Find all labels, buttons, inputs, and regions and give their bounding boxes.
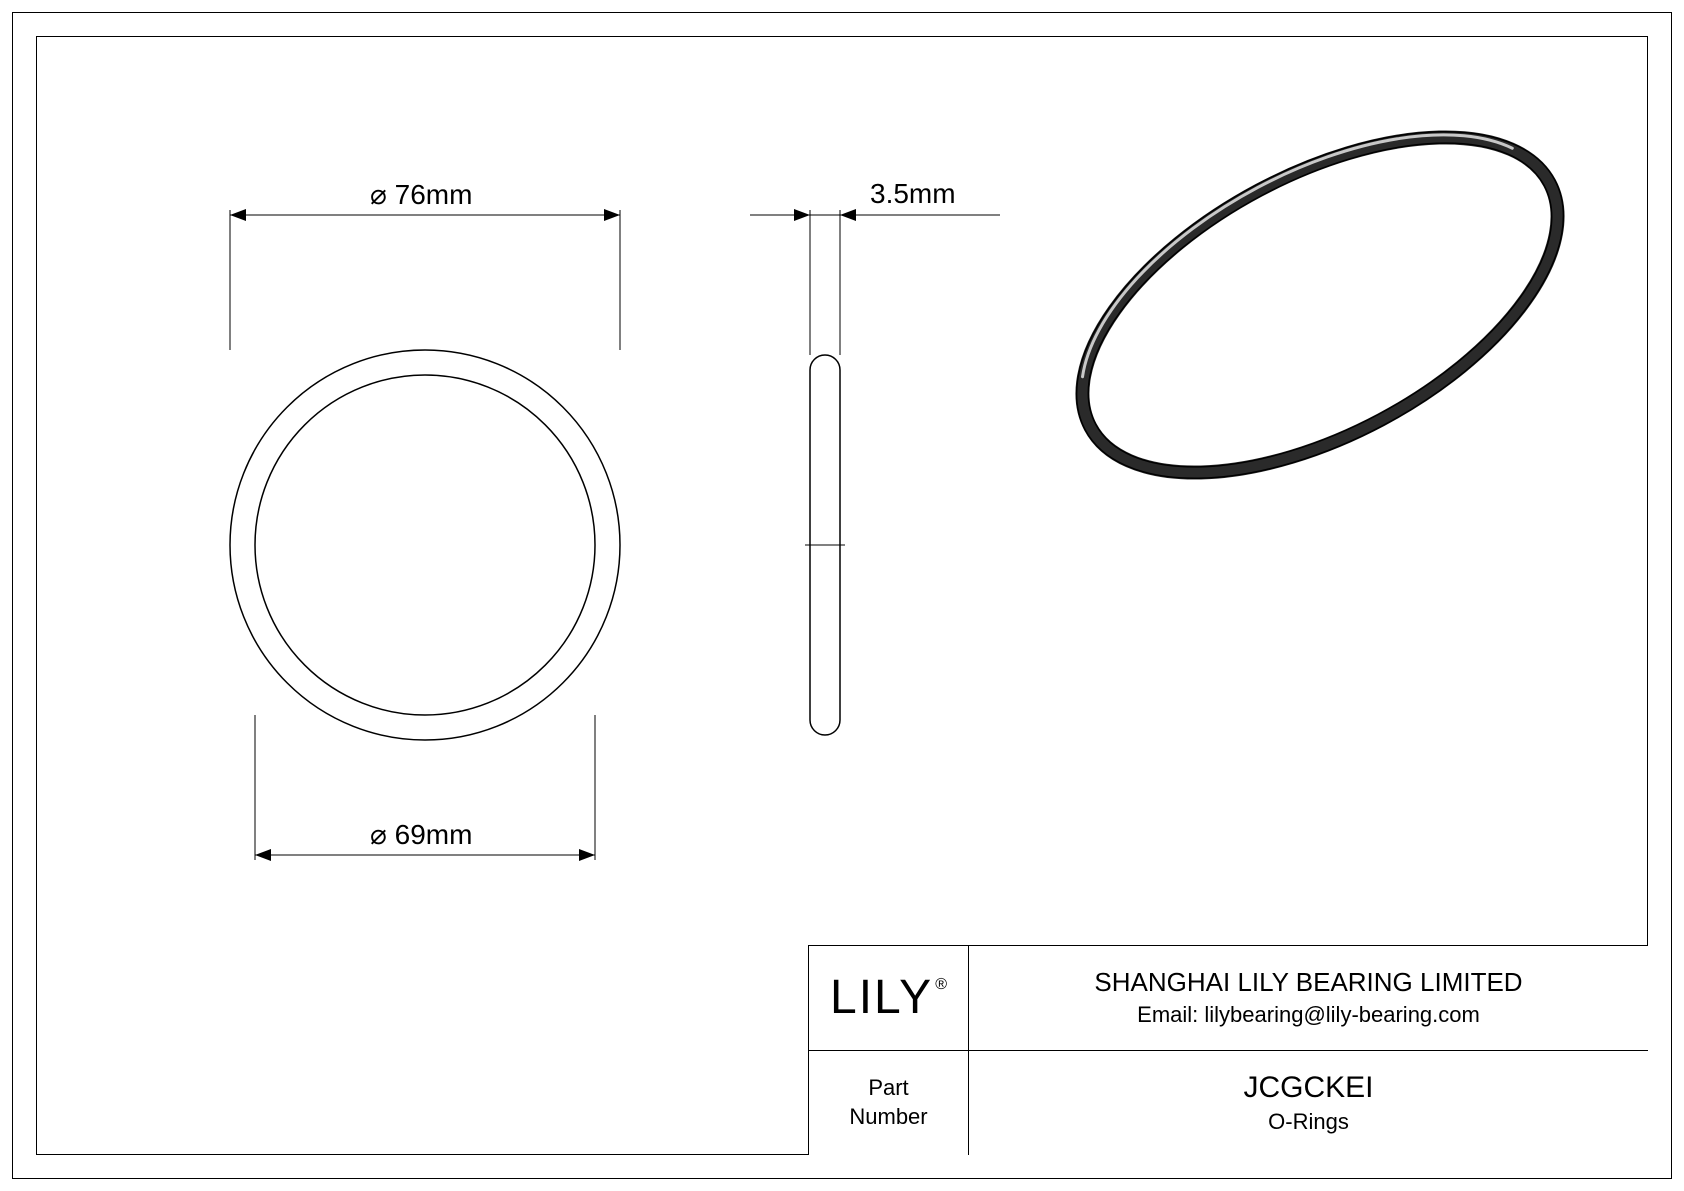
title-block-part-number-label-cell: Part Number xyxy=(809,1051,969,1156)
company-logo: LILY® xyxy=(830,970,947,1025)
part-description: O-Rings xyxy=(1268,1109,1349,1135)
part-number-label-line2: Number xyxy=(849,1103,927,1132)
company-email: Email: lilybearing@lily-bearing.com xyxy=(1137,1002,1480,1028)
dim-cross-section-label: 3.5mm xyxy=(870,178,956,210)
dim-inner-diameter-label: ⌀ 69mm xyxy=(370,818,472,851)
title-block-part-number-value-cell: JCGCKEI O-Rings xyxy=(969,1051,1648,1156)
part-number-label-line1: Part xyxy=(868,1074,908,1103)
dim-outer-diameter-label: ⌀ 76mm xyxy=(370,178,472,211)
company-name: SHANGHAI LILY BEARING LIMITED xyxy=(1094,967,1522,998)
part-number-value: JCGCKEI xyxy=(1243,1071,1373,1105)
logo-text: LILY xyxy=(830,971,933,1024)
title-block-logo-cell: LILY® xyxy=(809,946,969,1051)
title-block: LILY® SHANGHAI LILY BEARING LIMITED Emai… xyxy=(808,945,1648,1155)
title-block-company-cell: SHANGHAI LILY BEARING LIMITED Email: lil… xyxy=(969,946,1648,1051)
registered-icon: ® xyxy=(935,976,949,993)
